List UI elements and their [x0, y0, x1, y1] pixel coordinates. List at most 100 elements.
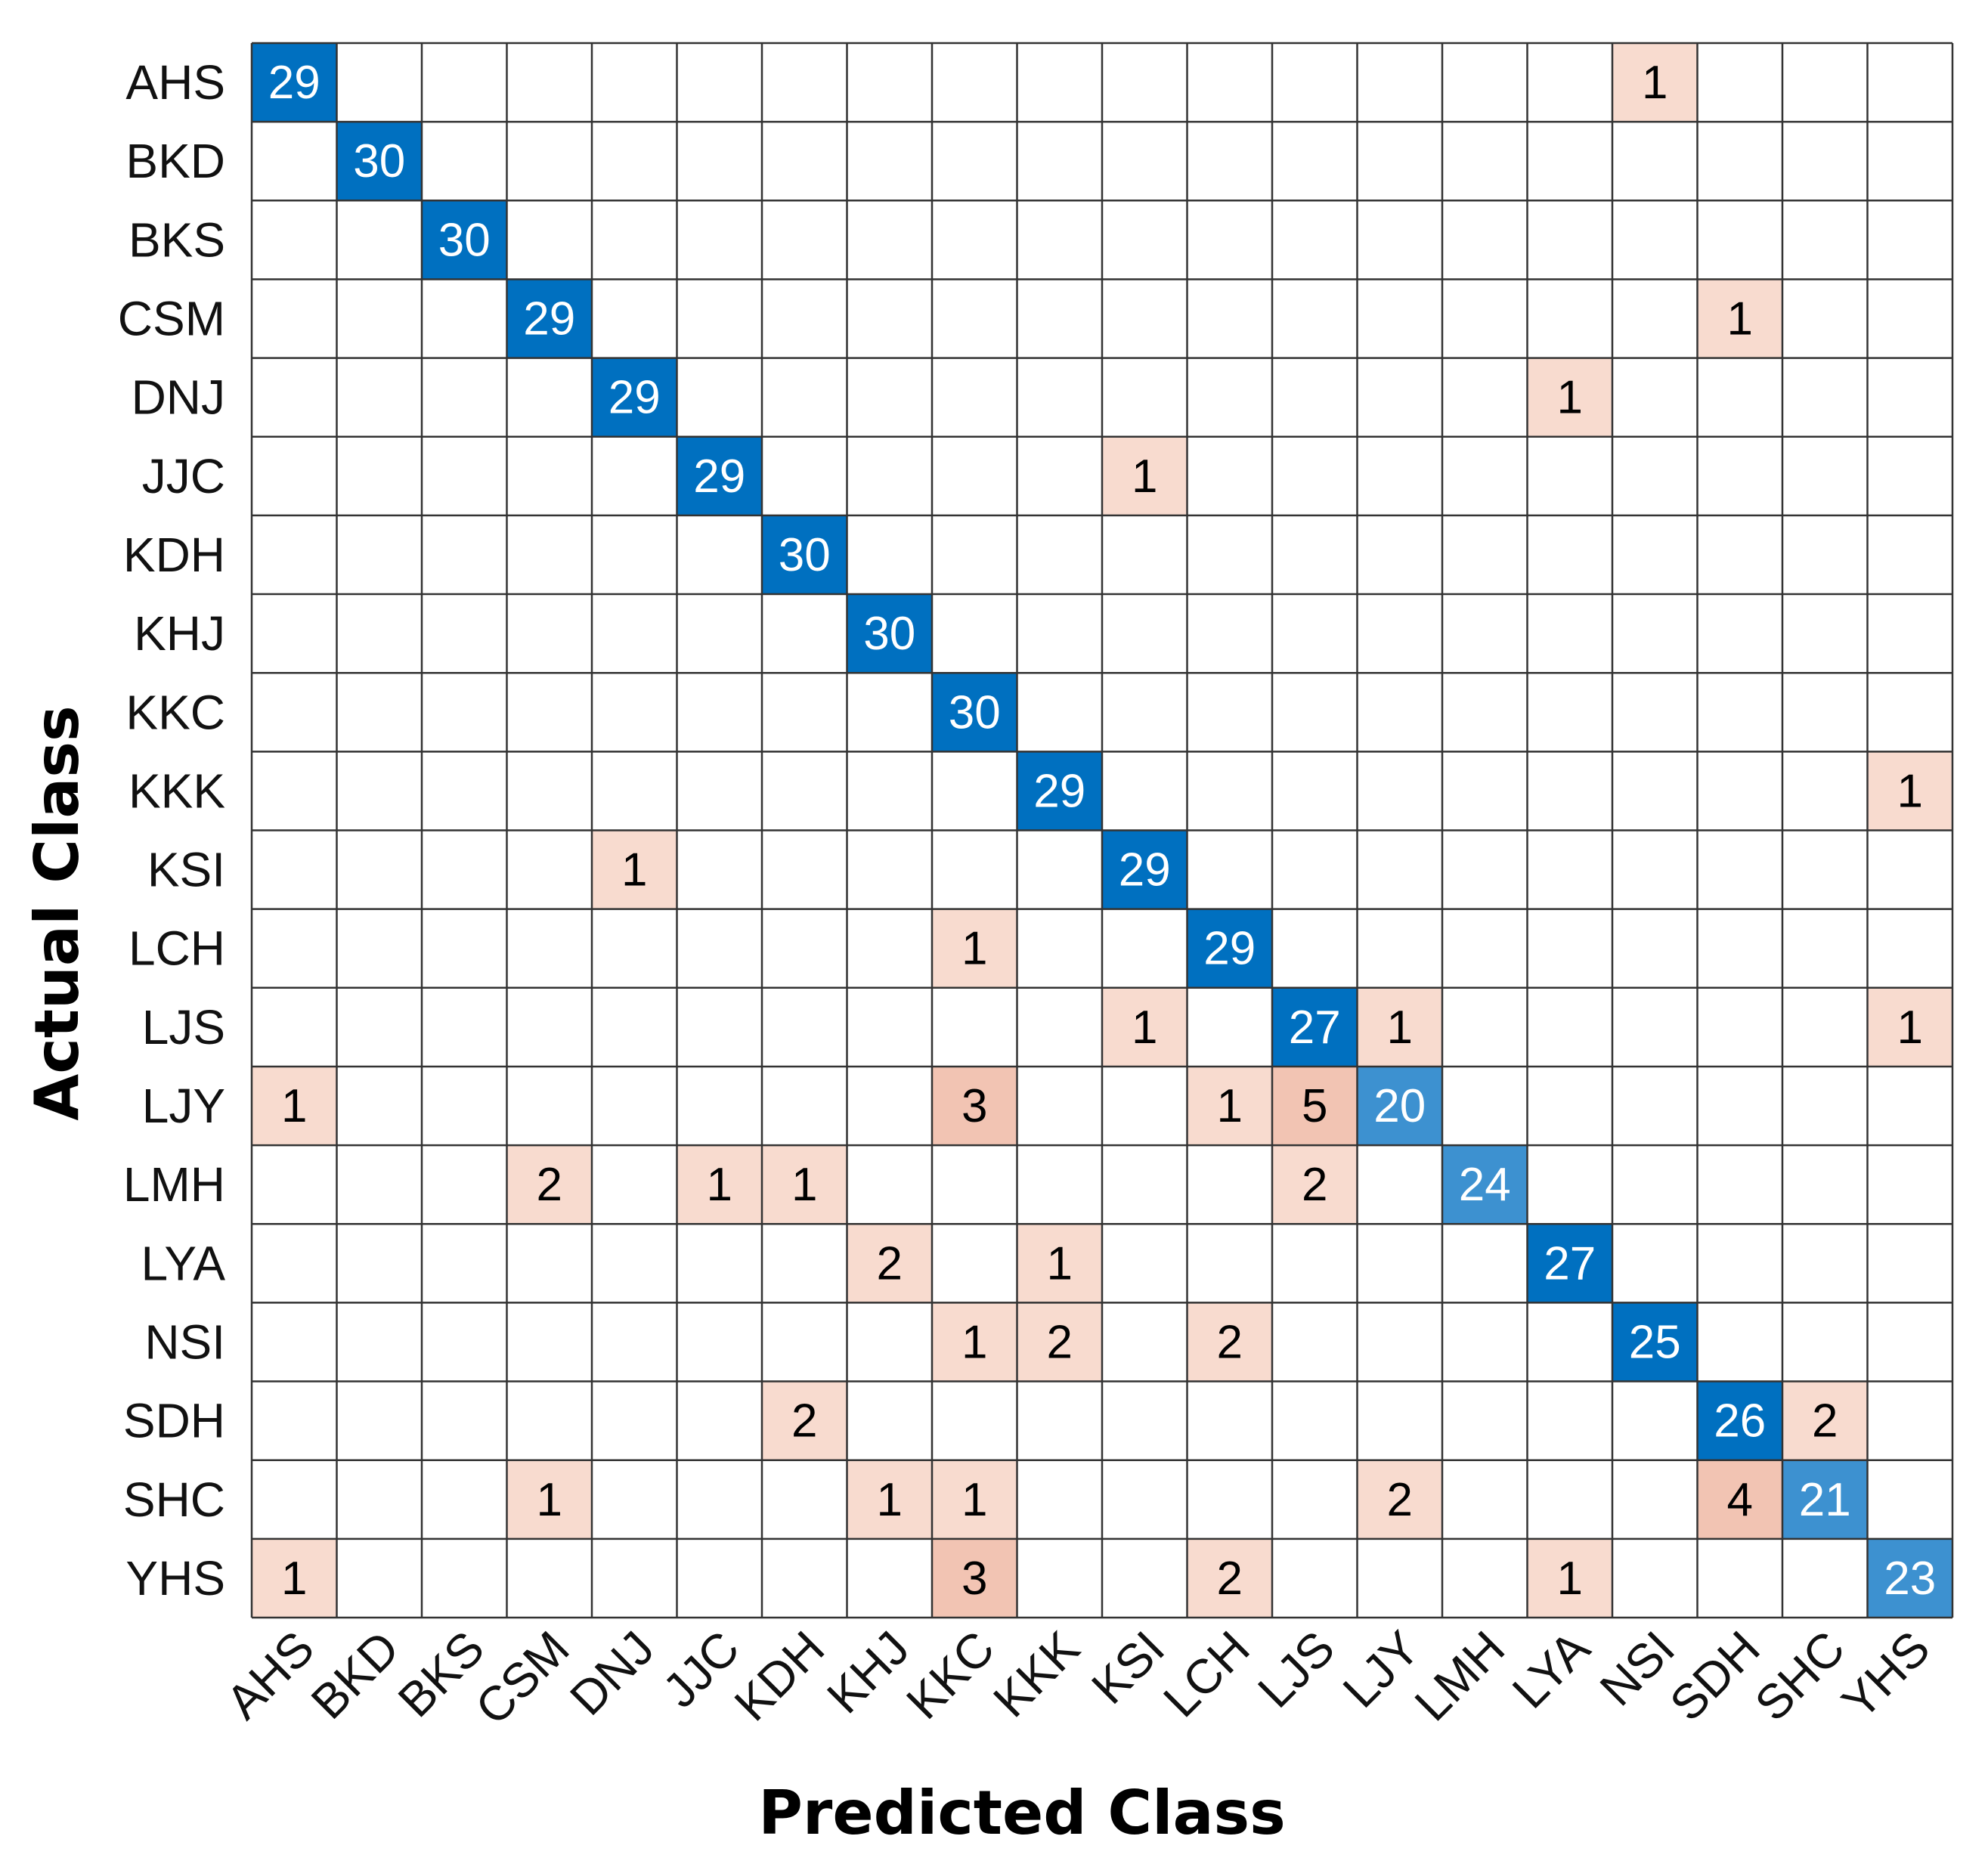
matrix-cell: [1357, 987, 1442, 1067]
matrix-values: 29 1 30 30 29 1 29 1 29 1 30 30 30 29 1 1 29 1 29 1 27 1 1 1 3 1 5…: [268, 57, 1936, 1605]
y-tick-label: KDH: [123, 528, 225, 582]
cell-value-label: 29: [1033, 765, 1085, 817]
matrix-grid: [250, 42, 1954, 1619]
cell-value-label: 1: [877, 1474, 903, 1526]
matrix-cell: [932, 1066, 1017, 1146]
matrix-cell: [506, 1460, 592, 1539]
x-tick-label: KSI: [1081, 1621, 1175, 1714]
y-axis-title: Actual Class: [22, 705, 92, 1120]
cell-value-label: 1: [1727, 293, 1753, 345]
x-tick-label: KDH: [724, 1621, 835, 1731]
cell-value-label: 21: [1799, 1474, 1851, 1526]
cell-value-label: 1: [1897, 1002, 1923, 1054]
cell-value-label: 2: [1217, 1316, 1243, 1368]
y-tick-label: LYA: [141, 1236, 226, 1290]
matrix-cell: [1357, 1460, 1442, 1539]
matrix-cell: [1187, 1066, 1272, 1146]
matrix-cell: [932, 1538, 1017, 1618]
matrix-cell: [1187, 1538, 1272, 1618]
cell-value-label: 1: [281, 1080, 307, 1132]
matrix-cell: [1102, 436, 1188, 516]
matrix-cell: [1697, 1460, 1782, 1539]
cell-value-label: 2: [1047, 1316, 1073, 1368]
y-tick-label: LMH: [123, 1157, 225, 1212]
cell-value-label: 27: [1544, 1237, 1596, 1290]
matrix-cell: [336, 122, 422, 201]
y-tick-label: SDH: [123, 1394, 225, 1448]
x-axis-tick-labels: AHSBKDBKSCSMDNJJJCKDHKHJKKCKKKKSILCHLJSL…: [215, 1621, 1940, 1736]
cell-value-label: 4: [1727, 1474, 1753, 1526]
cell-value-label: 2: [537, 1159, 562, 1211]
matrix-cell: [932, 673, 1017, 752]
cell-value-label: 1: [707, 1159, 732, 1211]
matrix-cell: [506, 1145, 592, 1225]
matrix-cell: [762, 1381, 847, 1460]
y-tick-label: KKC: [125, 685, 225, 739]
cell-value-label: 27: [1289, 1002, 1341, 1054]
y-tick-label: KKK: [129, 763, 225, 818]
cell-value-label: 1: [961, 923, 987, 975]
cell-value-label: 1: [1047, 1237, 1073, 1290]
cell-value-label: 26: [1714, 1395, 1766, 1448]
x-tick-label: AHS: [215, 1621, 324, 1729]
cell-value-label: 3: [961, 1553, 987, 1605]
cell-value-label: 2: [1387, 1474, 1413, 1526]
matrix-cell: [1527, 1538, 1612, 1618]
matrix-cell: [1612, 43, 1698, 122]
cell-value-label: 1: [961, 1474, 987, 1526]
matrix-cell: [1272, 1066, 1358, 1146]
matrix-cell: [1867, 987, 1952, 1067]
matrix-cell: [506, 279, 592, 358]
cell-value-label: 30: [779, 529, 831, 581]
matrix-cell: [1187, 1302, 1272, 1382]
y-tick-label: KHJ: [134, 606, 225, 661]
cell-value-label: 29: [523, 293, 575, 345]
y-tick-label: SHC: [123, 1472, 225, 1527]
x-tick-label: LCH: [1153, 1621, 1259, 1727]
y-tick-label: YHS: [125, 1551, 225, 1605]
matrix-cell: [847, 1460, 932, 1539]
cell-value-label: 1: [1897, 765, 1923, 817]
y-tick-label: AHS: [125, 55, 225, 110]
cell-value-label: 1: [1557, 372, 1583, 424]
cell-value-label: 1: [621, 844, 647, 896]
cell-value-label: 30: [353, 135, 405, 187]
matrix-cell: [1102, 830, 1188, 909]
x-tick-label: LJS: [1247, 1621, 1345, 1718]
y-tick-label: LJY: [142, 1079, 225, 1133]
matrix-cell: [1017, 1302, 1102, 1382]
cell-value-label: 1: [1217, 1080, 1243, 1132]
x-tick-label: BKS: [388, 1621, 494, 1727]
cell-value-label: 1: [537, 1474, 562, 1526]
matrix-cell: [847, 594, 932, 673]
cell-value-label: 1: [281, 1553, 307, 1605]
cell-value-label: 2: [877, 1237, 903, 1290]
x-tick-label: LYA: [1502, 1621, 1600, 1719]
cell-value-label: 30: [863, 608, 915, 660]
matrix-cell: [1527, 358, 1612, 437]
matrix-cell: [1782, 1460, 1868, 1539]
cell-value-label: 1: [1642, 57, 1668, 109]
cell-value-label: 1: [1132, 1002, 1157, 1054]
x-tick-label: SDH: [1659, 1621, 1770, 1731]
matrix-cell: [1612, 1302, 1698, 1382]
x-tick-label: CSM: [465, 1621, 579, 1735]
cell-value-label: 29: [693, 451, 745, 503]
matrix-cell: [1272, 1145, 1358, 1225]
x-axis-title: Predicted Class: [758, 1778, 1285, 1848]
cell-value-label: 3: [961, 1080, 987, 1132]
x-tick-label: KHJ: [816, 1621, 919, 1723]
matrix-cell: [1697, 279, 1782, 358]
matrix-cell: [932, 1460, 1017, 1539]
y-tick-label: BKS: [129, 212, 225, 267]
cell-value-label: 30: [949, 686, 1001, 738]
cell-value-label: 29: [1203, 923, 1256, 975]
x-tick-label: DNJ: [559, 1621, 664, 1726]
matrix-cell: [1272, 987, 1358, 1067]
y-tick-label: BKD: [125, 134, 225, 188]
matrix-cell: [1357, 1066, 1442, 1146]
matrix-cell: [1697, 1381, 1782, 1460]
matrix-cell: [252, 1066, 337, 1146]
matrix-cell: [252, 43, 337, 122]
cell-value-label: 5: [1302, 1080, 1327, 1132]
